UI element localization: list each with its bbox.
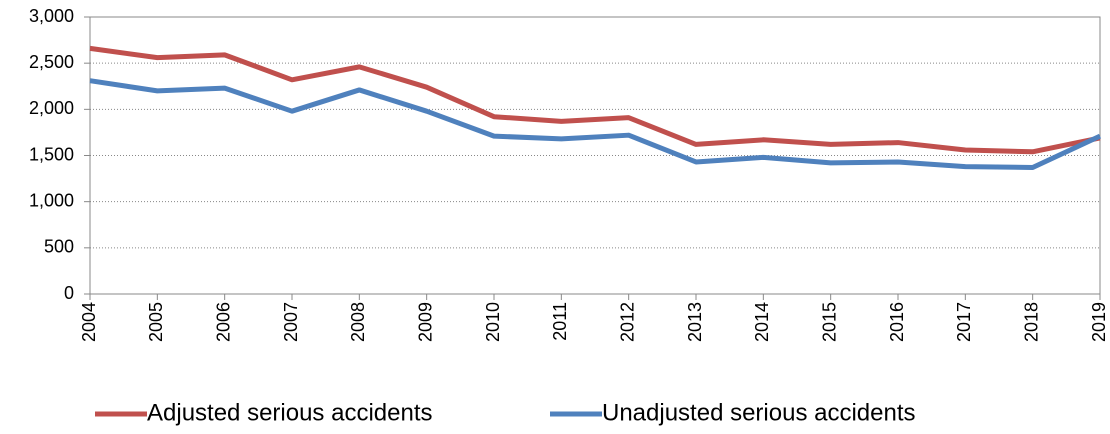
x-tick-label: 2017 bbox=[954, 302, 974, 342]
y-tick-label: 1,500 bbox=[29, 144, 74, 164]
x-tick-label: 2010 bbox=[483, 302, 503, 342]
x-tick-label: 2008 bbox=[348, 302, 368, 342]
series-line bbox=[89, 78, 1102, 171]
plot-border bbox=[89, 16, 1101, 295]
series-line bbox=[89, 45, 1101, 155]
y-tick-label: 2,000 bbox=[29, 98, 74, 118]
y-tick-label: 0 bbox=[64, 283, 74, 303]
x-tick-label: 2011 bbox=[550, 302, 570, 341]
x-tick-label: 2018 bbox=[1021, 302, 1041, 342]
y-tick-label: 1,000 bbox=[29, 190, 74, 210]
legend-label: Unadjusted serious accidents bbox=[602, 399, 916, 426]
y-tick-label: 2,500 bbox=[29, 52, 74, 72]
x-tick-label: 2009 bbox=[415, 302, 435, 342]
x-tick-label: 2012 bbox=[617, 302, 637, 342]
x-tick-label: 2004 bbox=[79, 302, 99, 342]
y-tick-label: 3,000 bbox=[29, 6, 74, 26]
x-tick-label: 2007 bbox=[281, 302, 301, 342]
x-tick-label: 2016 bbox=[887, 302, 907, 342]
x-tick-label: 2006 bbox=[213, 302, 233, 342]
x-tick-label: 2013 bbox=[685, 302, 705, 342]
x-tick-label: 2019 bbox=[1089, 302, 1109, 342]
x-tick-label: 2015 bbox=[819, 302, 839, 342]
x-tick-label: 2005 bbox=[146, 302, 166, 342]
x-tick-label: 2014 bbox=[752, 302, 772, 342]
legend-label: Adjusted serious accidents bbox=[147, 399, 433, 426]
y-tick-label: 500 bbox=[44, 237, 74, 257]
